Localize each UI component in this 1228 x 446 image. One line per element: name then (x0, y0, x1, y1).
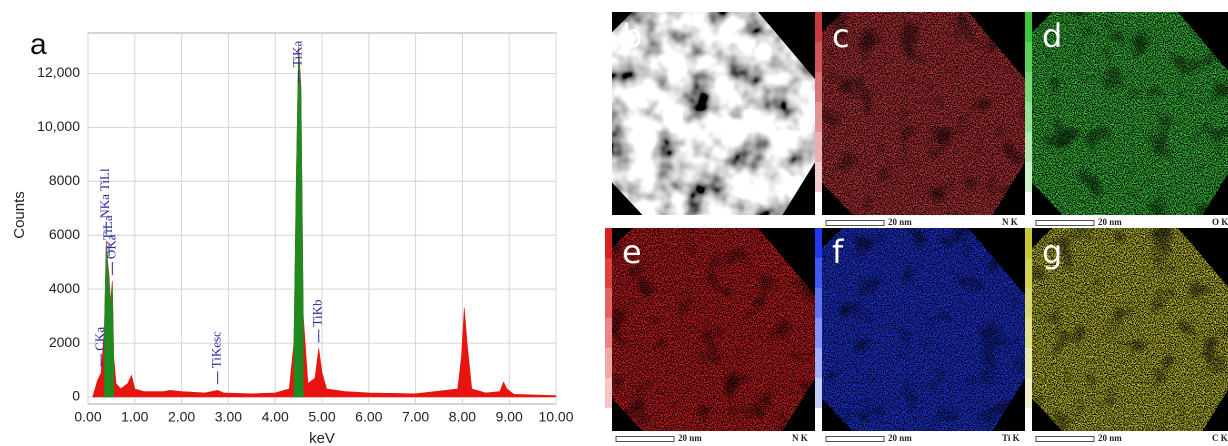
map-shade (1032, 12, 1228, 215)
map-shade (822, 12, 1025, 215)
color-bar (605, 348, 612, 378)
scale-bar (1035, 436, 1095, 442)
x-tick-label: 1.00 (121, 409, 148, 425)
scale-bar-label: 20 nm (678, 433, 702, 443)
peak-label: NKa TiLl (97, 168, 112, 219)
color-bar (1025, 228, 1032, 258)
color-bar (1025, 318, 1032, 348)
color-bar (1025, 162, 1032, 192)
element-map: c 20 nm N K (815, 12, 1025, 227)
element-map: g 20 nm C K (1025, 228, 1228, 443)
color-bar (1025, 378, 1032, 408)
peak-label: TiLa (100, 215, 115, 240)
plot-area: 0 2000 4000 6000 8000 10,000 12,000 0.00 1.00 2.0… (37, 32, 574, 425)
panel-label: d (1042, 17, 1062, 55)
x-tick-label: 4.00 (262, 409, 289, 425)
x-tick-label: 8.00 (449, 409, 476, 425)
panel-label: g (1042, 233, 1062, 271)
color-bar (815, 132, 822, 162)
color-bar (1025, 72, 1032, 102)
element-map: d 20 nm O K (1025, 12, 1228, 227)
color-bar (605, 228, 612, 258)
element-label: C K (1212, 433, 1228, 443)
color-bar (815, 318, 822, 348)
element-label: Ti K (1002, 433, 1020, 443)
x-tick-label: 9.00 (496, 409, 523, 425)
color-bar (815, 162, 822, 192)
element-label: O K (1212, 217, 1228, 227)
y-tick-label: 12,000 (37, 64, 80, 80)
y-tick-label: 0 (72, 388, 80, 404)
element-map: b (612, 12, 815, 215)
x-tick-label: 2.00 (168, 409, 195, 425)
color-bar (605, 288, 612, 318)
color-bar (605, 258, 612, 288)
peak-label: TiKa (290, 41, 305, 67)
color-bar (815, 228, 822, 258)
panel-label: a (30, 28, 47, 61)
x-tick-label: 3.00 (215, 409, 242, 425)
x-tick-label: 10.00 (538, 409, 573, 425)
color-bar (815, 378, 822, 408)
scale-bar (615, 436, 675, 442)
color-bar (1025, 132, 1032, 162)
peak-label: OKa (103, 234, 118, 259)
color-bar (815, 258, 822, 288)
panel-label: f (832, 233, 844, 271)
x-tick-label: 0.00 (74, 409, 101, 425)
scale-bar (825, 436, 885, 442)
color-bar (815, 12, 822, 42)
color-bar (815, 102, 822, 132)
scale-bar-label: 20 nm (888, 433, 912, 443)
element-map: e 20 nm N K (605, 228, 815, 443)
scale-bar (1035, 220, 1095, 226)
color-bar (815, 288, 822, 318)
x-axis-title: keV (309, 430, 335, 446)
haadf-image (612, 12, 815, 215)
y-tick-label: 2000 (49, 334, 80, 350)
peak-label: CKa (92, 327, 107, 351)
scale-bar-label: 20 nm (1098, 433, 1122, 443)
scale-bar (825, 220, 885, 226)
color-bar (1025, 102, 1032, 132)
x-tick-label: 5.00 (308, 409, 335, 425)
y-axis-title: Counts (11, 191, 28, 239)
y-tick-label: 4000 (49, 280, 80, 296)
color-bar (605, 318, 612, 348)
color-bar (1025, 258, 1032, 288)
element-label: N K (792, 433, 808, 443)
peak-label: TiKb (310, 299, 325, 326)
element-label: N K (1002, 217, 1018, 227)
scale-bar-label: 20 nm (888, 217, 912, 227)
x-tick-label: 7.00 (402, 409, 429, 425)
panel-label: b (622, 17, 642, 55)
color-bar (1025, 288, 1032, 318)
peak-label: TiKesc (209, 331, 224, 368)
color-bar (1025, 12, 1032, 42)
scale-bar-label: 20 nm (1098, 217, 1122, 227)
color-bar (815, 42, 822, 72)
color-bar (815, 348, 822, 378)
element-maps: b c 20 nm N K d 20 nm O K e 20 nm N K f 20 nm Ti K g 2… (605, 12, 1228, 443)
map-shade (1032, 228, 1228, 431)
spectrum-area (92, 46, 557, 398)
color-bar (1025, 42, 1032, 72)
color-bar (1025, 348, 1032, 378)
panel-label: c (832, 17, 850, 55)
x-tick-label: 6.00 (355, 409, 382, 425)
color-bar (605, 378, 612, 408)
y-tick-label: 10,000 (37, 118, 80, 134)
color-bar (815, 72, 822, 102)
panel-label: e (622, 233, 642, 271)
spectrum-area (104, 51, 304, 398)
map-shade (612, 228, 815, 431)
y-tick-label: 8000 (49, 172, 80, 188)
y-tick-label: 6000 (49, 226, 80, 242)
element-map: f 20 nm Ti K (815, 228, 1025, 443)
map-shade (822, 228, 1025, 431)
